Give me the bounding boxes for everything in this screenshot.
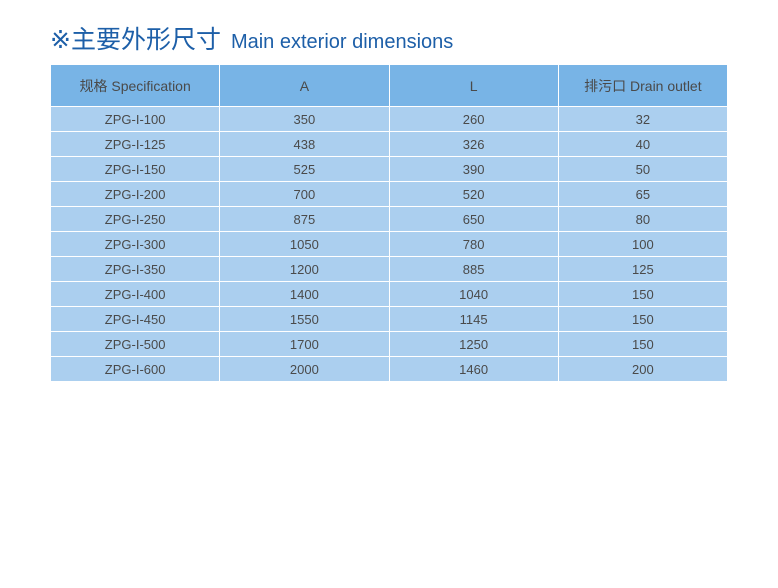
table-cell: ZPG-I-100 [49,106,221,132]
table-cell: ZPG-I-150 [49,156,221,182]
table-cell: 260 [388,106,559,132]
table-cell: 1050 [219,231,390,257]
table-cell: 2000 [219,356,390,382]
table-cell: ZPG-I-250 [49,206,221,232]
table-cell: 390 [388,156,559,182]
table-cell: ZPG-I-600 [49,356,221,382]
table-cell: ZPG-I-450 [49,306,221,332]
table-row: ZPG-I-200 700 520 65 [49,181,729,207]
table-cell: ZPG-I-125 [49,131,221,157]
table-cell: ZPG-I-300 [49,231,221,257]
column-header: A [219,64,390,107]
table-cell: 885 [388,256,559,282]
table-cell: 150 [557,306,729,332]
table-row: ZPG-I-150 525 390 50 [49,156,729,182]
table-cell: 525 [219,156,390,182]
table-cell: 32 [557,106,729,132]
table-cell: 700 [219,181,390,207]
table-row: ZPG-I-500 1700 1250 150 [49,331,729,357]
table-header-row: 规格 Specification A L 排污口 Drain outlet [49,64,729,107]
table-cell: 1700 [219,331,390,357]
table-cell: 150 [557,281,729,307]
table-row: ZPG-I-300 1050 780 100 [49,231,729,257]
title-chinese: ※主要外形尺寸 [50,25,221,54]
table-cell: 65 [557,181,729,207]
table-cell: ZPG-I-350 [49,256,221,282]
table-cell: 520 [388,181,559,207]
table-cell: 1145 [388,306,559,332]
table-row: ZPG-I-100 350 260 32 [49,106,729,132]
table-cell: 780 [388,231,559,257]
table-row: ZPG-I-350 1200 885 125 [49,256,729,282]
table-cell: 326 [388,131,559,157]
table-cell: 438 [219,131,390,157]
table-cell: 1400 [219,281,390,307]
table-cell: 125 [557,256,729,282]
column-header: 排污口 Drain outlet [557,64,729,107]
table-cell: ZPG-I-200 [49,181,221,207]
table-cell: 50 [557,156,729,182]
table-cell: ZPG-I-500 [49,331,221,357]
table-row: ZPG-I-400 1400 1040 150 [49,281,729,307]
table-row: ZPG-I-600 2000 1460 200 [49,356,729,382]
table-row: ZPG-I-125 438 326 40 [49,131,729,157]
table-cell: 1250 [388,331,559,357]
table-cell: 350 [219,106,390,132]
column-header: L [388,64,559,107]
table-cell: 1200 [219,256,390,282]
table-row: ZPG-I-450 1550 1145 150 [49,306,729,332]
table-cell: 200 [557,356,729,382]
table-cell: 875 [219,206,390,232]
title-english: Main exterior dimensions [230,31,454,53]
page-title: ※主要外形尺寸 Main exterior dimensions [50,20,453,56]
table-cell: 100 [557,231,729,257]
column-header: 规格 Specification [49,64,221,107]
table-row: ZPG-I-250 875 650 80 [49,206,729,232]
table-cell: 1550 [219,306,390,332]
table-cell: 1040 [388,281,559,307]
dimensions-table: 规格 Specification A L 排污口 Drain outlet ZPG-I… [49,64,729,382]
table-cell: 80 [557,206,729,232]
table-cell: ZPG-I-400 [49,281,221,307]
table-cell: 150 [557,331,729,357]
table-cell: 650 [388,206,559,232]
table-cell: 40 [557,131,729,157]
table-cell: 1460 [388,356,559,382]
